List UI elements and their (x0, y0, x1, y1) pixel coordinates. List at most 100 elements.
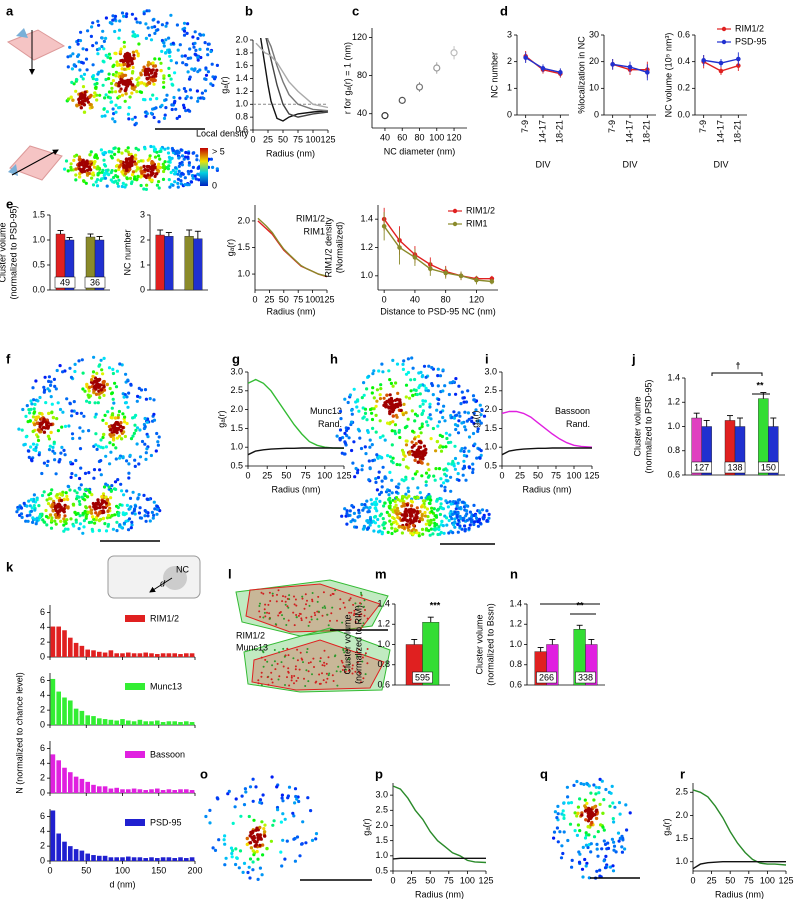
y-tick-label: 0.5 (32, 259, 45, 269)
localization (102, 485, 107, 489)
x-tick-label: 100 (317, 470, 332, 480)
localization (111, 527, 115, 531)
localization (395, 511, 399, 516)
localization (260, 684, 263, 687)
localization (397, 524, 401, 529)
localization (457, 411, 461, 415)
localization (159, 68, 163, 73)
localization (412, 443, 416, 448)
localization (150, 178, 154, 182)
localization (583, 857, 587, 862)
localization (438, 444, 443, 448)
localization (180, 54, 184, 58)
localization (576, 805, 581, 809)
localization (233, 805, 237, 809)
localization (108, 506, 112, 510)
localization (120, 75, 125, 79)
localization (139, 81, 143, 85)
significance: ** (756, 380, 764, 390)
localization (391, 414, 395, 418)
localization (53, 451, 57, 455)
histogram-bar (97, 786, 102, 793)
localization (272, 819, 276, 823)
localization (173, 172, 177, 176)
localization (354, 602, 357, 605)
localization (38, 514, 42, 519)
localization (423, 510, 427, 515)
localization (36, 438, 41, 443)
localization (110, 150, 114, 154)
y-tick-label: 1.5 (32, 209, 45, 219)
localization (362, 622, 365, 625)
localization (393, 500, 397, 504)
histogram-bar (189, 722, 195, 725)
localization (174, 61, 179, 65)
localization (127, 82, 131, 86)
localization (454, 427, 458, 432)
localization (575, 814, 579, 818)
localization (429, 437, 433, 441)
localization (443, 419, 447, 423)
localization (363, 614, 366, 617)
localization (77, 359, 81, 363)
localization (319, 657, 322, 660)
localization (89, 93, 93, 98)
localization (463, 529, 467, 533)
localization (153, 155, 158, 159)
localization (99, 148, 103, 152)
localization (595, 842, 599, 847)
localization (46, 459, 50, 463)
localization (362, 393, 366, 397)
y-axis-label: gₐ(r) (216, 410, 226, 427)
localization (472, 398, 477, 402)
localization (312, 657, 315, 660)
localization (65, 497, 70, 502)
localization (602, 859, 606, 863)
y-axis-label: (normalized to Bssn) (485, 603, 495, 686)
localization (438, 374, 443, 378)
n-label: 150 (761, 462, 776, 472)
localization (43, 426, 48, 430)
localization (434, 527, 438, 531)
n-label: 338 (578, 672, 593, 682)
localization (204, 73, 209, 77)
localization (134, 121, 138, 125)
localization (366, 430, 370, 434)
localization (125, 12, 129, 16)
localization (471, 470, 475, 475)
localization (157, 120, 161, 124)
localization (401, 367, 405, 371)
localization (280, 864, 284, 868)
localization (397, 428, 401, 433)
localization (413, 472, 417, 476)
localization-map (335, 356, 487, 501)
localization (337, 665, 340, 668)
histogram-bar (56, 691, 61, 725)
localization (298, 668, 301, 671)
localization (451, 531, 455, 535)
localization (375, 488, 379, 492)
localization (357, 605, 360, 608)
localization (82, 94, 87, 99)
localization (116, 478, 120, 482)
localization (382, 396, 386, 400)
localization (117, 72, 121, 76)
localization (284, 595, 287, 598)
localization (196, 99, 200, 103)
localization (200, 91, 204, 95)
localization (167, 160, 171, 164)
localization (98, 505, 102, 510)
localization (307, 662, 310, 664)
localization (162, 80, 166, 84)
localization (442, 468, 446, 472)
localization (78, 487, 82, 491)
histogram-bar (50, 810, 56, 861)
localization (201, 33, 206, 37)
histogram-bar (155, 858, 160, 861)
localization (258, 843, 262, 848)
localization (101, 492, 106, 496)
localization (94, 41, 98, 45)
localization (19, 506, 24, 510)
localization (62, 448, 66, 452)
